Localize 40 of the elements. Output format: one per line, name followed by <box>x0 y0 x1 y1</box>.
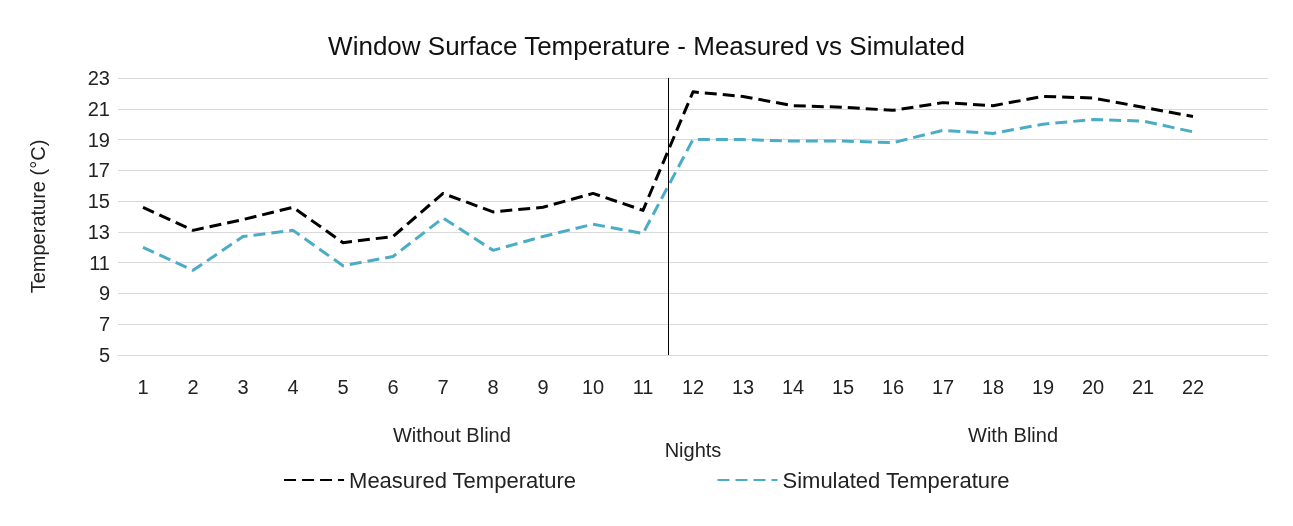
y-tick-label: 17 <box>87 159 110 182</box>
y-axis-title: Temperature (°C) <box>27 139 49 294</box>
x-tick-label: 6 <box>387 376 399 398</box>
y-tick-label: 11 <box>89 251 110 274</box>
y-tick-label: 21 <box>87 97 110 120</box>
y-tick-label: 23 <box>87 67 110 89</box>
x-tick-label: 21 <box>1131 376 1155 398</box>
text: With Blind <box>968 424 1059 446</box>
text: Without Blind <box>392 424 511 446</box>
y-tick-label: 19 <box>87 128 110 151</box>
chart-title: Window Surface Temperature - Measured vs Simulated <box>328 31 965 61</box>
x-tick-label: 17 <box>931 376 955 398</box>
x-tick-label: 13 <box>731 376 755 398</box>
x-tick-label: 5 <box>337 376 349 398</box>
y-tick-label: 13 <box>87 220 110 243</box>
y-tick-label: 5 <box>98 344 110 366</box>
x-tick-label: 14 <box>781 376 805 398</box>
x-tick-label: 19 <box>1031 376 1055 398</box>
x-tick-label: 2 <box>187 376 199 398</box>
x-tick-label: 1 <box>137 376 149 398</box>
x-tick-label: 22 <box>1181 376 1205 398</box>
x-tick-label: 15 <box>831 376 855 398</box>
x-tick-label: 11 <box>632 376 654 398</box>
x-tick-label: 16 <box>881 376 905 398</box>
line-series <box>141 118 1195 272</box>
x-tick-label: 3 <box>237 376 249 398</box>
legend-label: Measured Temperature <box>349 467 577 493</box>
y-tick-label: 7 <box>98 313 110 336</box>
x-tick-label: 4 <box>287 376 299 398</box>
x-tick-label: 20 <box>1081 376 1105 398</box>
x-tick-label: 9 <box>537 376 549 398</box>
x-tick-label: 7 <box>437 376 449 398</box>
x-tick-label: 12 <box>681 376 705 398</box>
x-tick-label: 18 <box>981 376 1005 398</box>
legend-label: Simulated Temperature <box>782 467 1010 493</box>
y-tick-label: 15 <box>87 190 110 213</box>
y-tick-label: 9 <box>98 282 110 305</box>
x-axis-title: Nights <box>664 439 722 461</box>
x-tick-label: 10 <box>581 376 605 398</box>
x-tick-label: 8 <box>487 376 499 398</box>
